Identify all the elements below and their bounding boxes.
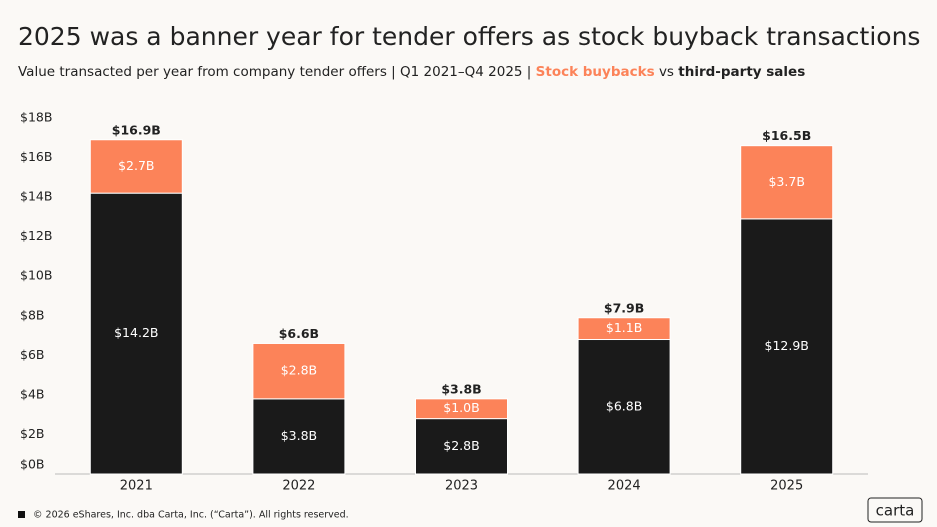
footer-copyright: © 2026 eShares, Inc. dba Carta, Inc. (“C… bbox=[33, 510, 349, 521]
y-tick-label: $18B bbox=[20, 110, 52, 125]
value-label: $1.0B bbox=[443, 400, 479, 415]
chart-title: 2025 was a banner year for tender offers… bbox=[18, 22, 920, 51]
bar-segment bbox=[740, 218, 834, 475]
value-label: $2.8B bbox=[443, 438, 479, 453]
y-tick-label: $2B bbox=[20, 426, 44, 441]
value-label: $12.9B bbox=[765, 338, 809, 353]
bar-segment bbox=[740, 145, 834, 220]
total-label: $3.8B bbox=[441, 381, 481, 396]
bar-segment bbox=[252, 342, 346, 400]
total-label: $16.9B bbox=[112, 122, 161, 137]
x-tick-label: 2022 bbox=[282, 479, 315, 494]
chart-subtitle: Value transacted per year from company t… bbox=[18, 64, 805, 80]
bar-segment bbox=[89, 192, 183, 475]
value-label: $2.8B bbox=[281, 363, 317, 378]
bar-segment bbox=[577, 317, 671, 341]
x-tick-label: 2024 bbox=[608, 479, 641, 494]
y-tick-label: $16B bbox=[20, 149, 52, 164]
y-tick-label: $6B bbox=[20, 347, 44, 362]
footer-square bbox=[18, 511, 25, 518]
y-tick-label: $8B bbox=[20, 307, 44, 322]
value-label: $3.8B bbox=[281, 428, 317, 443]
y-tick-label: $0B bbox=[20, 457, 44, 472]
y-tick-label: $12B bbox=[20, 228, 52, 243]
subtitle-text: Value transacted per year from company t… bbox=[18, 64, 531, 80]
logo-box bbox=[867, 497, 923, 523]
total-label: $16.5B bbox=[762, 128, 811, 143]
bar-segment bbox=[577, 339, 671, 475]
value-label: $6.8B bbox=[606, 398, 642, 413]
y-tick-label: $4B bbox=[20, 386, 44, 401]
legend-joiner: vs bbox=[659, 64, 674, 80]
value-label: $2.7B bbox=[118, 158, 154, 173]
x-tick-label: 2025 bbox=[770, 479, 803, 494]
bar-segment bbox=[252, 398, 346, 475]
value-label: $1.1B bbox=[606, 320, 642, 335]
bar-segment bbox=[89, 139, 183, 194]
bar-segment bbox=[415, 398, 508, 420]
logo: carta bbox=[876, 502, 915, 520]
bar-segment bbox=[415, 418, 508, 475]
value-label: $3.7B bbox=[768, 174, 804, 189]
legend-entry: third-party sales bbox=[678, 64, 805, 80]
x-tick-label: 2021 bbox=[120, 479, 153, 494]
x-tick-label: 2023 bbox=[445, 479, 478, 494]
legend-entry: Stock buybacks bbox=[536, 64, 655, 80]
total-label: $7.9B bbox=[604, 300, 644, 315]
y-tick-label: $10B bbox=[20, 268, 52, 283]
total-label: $6.6B bbox=[279, 326, 319, 341]
value-label: $14.2B bbox=[114, 325, 158, 340]
y-tick-label: $14B bbox=[20, 189, 52, 204]
